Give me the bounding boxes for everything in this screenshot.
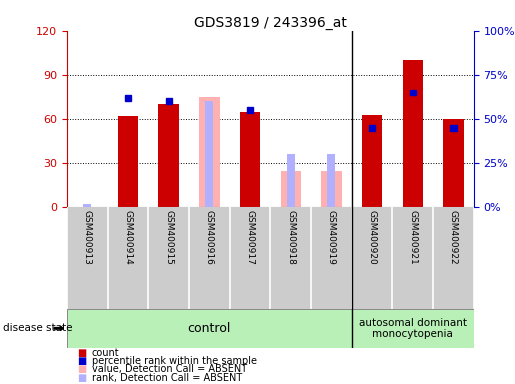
Text: ■: ■: [77, 373, 87, 383]
Bar: [287, 154, 295, 207]
Text: GSM400914: GSM400914: [124, 210, 132, 265]
Bar: [410, 89, 416, 96]
Bar: [369, 125, 375, 131]
Title: GDS3819 / 243396_at: GDS3819 / 243396_at: [194, 16, 347, 30]
Text: percentile rank within the sample: percentile rank within the sample: [92, 356, 256, 366]
Text: GSM400913: GSM400913: [83, 210, 92, 265]
Bar: [321, 170, 341, 207]
Text: ■: ■: [77, 356, 87, 366]
Text: GSM400919: GSM400919: [327, 210, 336, 265]
Text: GSM400916: GSM400916: [205, 210, 214, 265]
Text: rank, Detection Call = ABSENT: rank, Detection Call = ABSENT: [92, 373, 242, 383]
Bar: [328, 154, 335, 207]
Text: control: control: [187, 322, 231, 335]
Bar: [362, 114, 382, 207]
Text: GSM400915: GSM400915: [164, 210, 173, 265]
Text: autosomal dominant
monocytopenia: autosomal dominant monocytopenia: [359, 318, 467, 339]
Bar: [166, 98, 171, 104]
Bar: [443, 119, 464, 207]
Bar: [83, 204, 91, 207]
Bar: [159, 104, 179, 207]
Bar: [247, 107, 253, 113]
Text: GSM400922: GSM400922: [449, 210, 458, 265]
Bar: [403, 60, 423, 207]
Bar: [118, 116, 138, 207]
Text: ■: ■: [77, 364, 87, 374]
Text: count: count: [92, 348, 119, 358]
Bar: [281, 170, 301, 207]
Text: ■: ■: [77, 348, 87, 358]
Bar: [205, 101, 213, 207]
Text: GSM400921: GSM400921: [408, 210, 417, 265]
Bar: [125, 95, 131, 101]
Text: value, Detection Call = ABSENT: value, Detection Call = ABSENT: [92, 364, 247, 374]
Bar: [199, 97, 219, 207]
Bar: [451, 125, 456, 131]
Text: GSM400918: GSM400918: [286, 210, 295, 265]
Text: GSM400920: GSM400920: [368, 210, 376, 265]
Text: GSM400917: GSM400917: [246, 210, 254, 265]
Bar: [240, 112, 260, 207]
Text: disease state: disease state: [3, 323, 72, 333]
